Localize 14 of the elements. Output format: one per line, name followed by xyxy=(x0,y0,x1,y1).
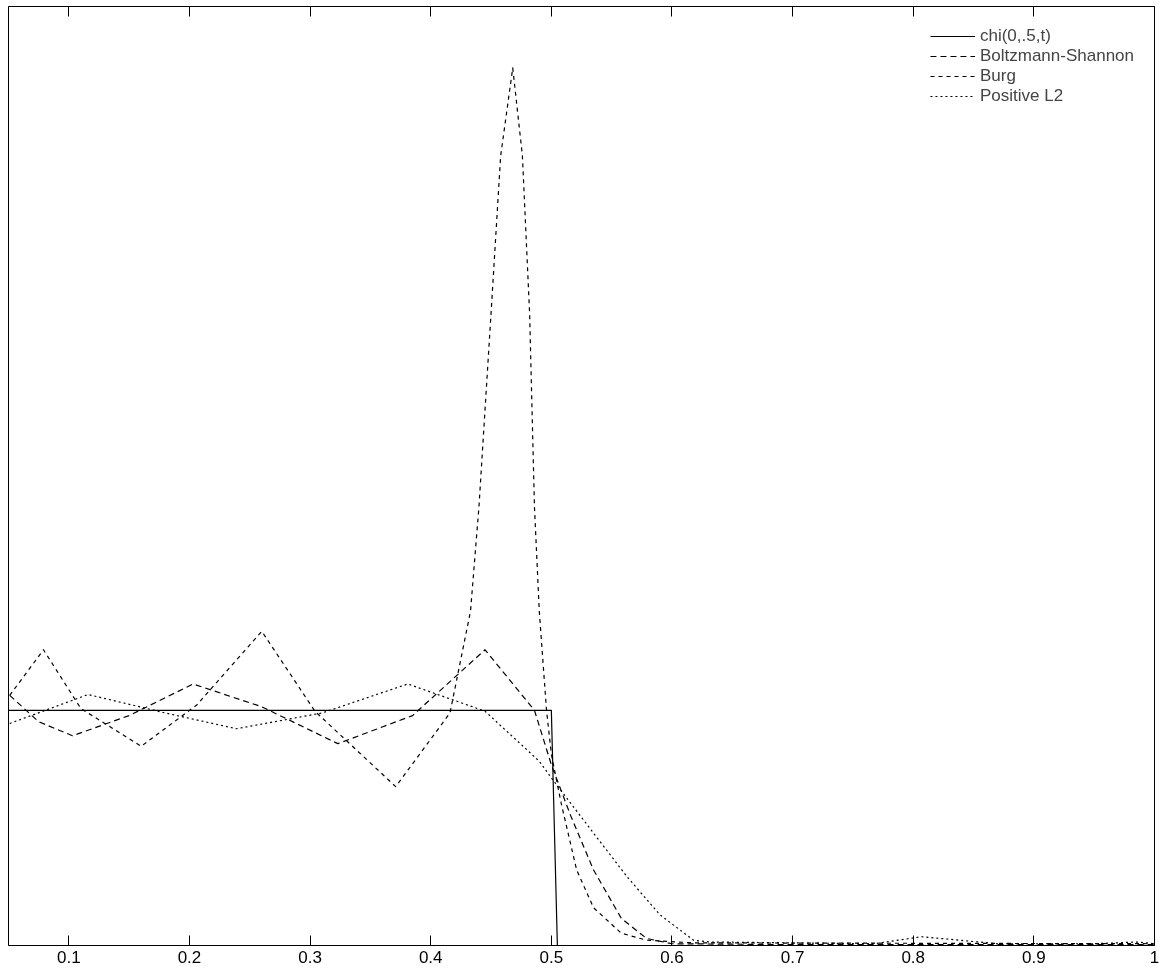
x-tick-label: 0.3 xyxy=(298,947,322,967)
x-tick-label: 0.7 xyxy=(780,947,805,967)
legend-label: Burg xyxy=(979,66,1016,86)
x-tick-label: 0.2 xyxy=(177,947,202,967)
legend-label: Boltzmann-Shannon xyxy=(979,46,1134,66)
x-tick-label: 1 xyxy=(1149,947,1160,967)
x-tick-label: 0.9 xyxy=(1022,947,1046,967)
x-tick-label: 0.6 xyxy=(660,947,684,967)
legend-label: chi(0,.5,t) xyxy=(979,26,1051,46)
x-tick-label: 0.5 xyxy=(539,947,564,967)
x-tick-label: 0.8 xyxy=(901,947,926,967)
legend-label: Positive L2 xyxy=(979,86,1064,106)
x-tick-label: 0.1 xyxy=(57,947,81,967)
x-tick-label: 0.4 xyxy=(418,947,443,967)
